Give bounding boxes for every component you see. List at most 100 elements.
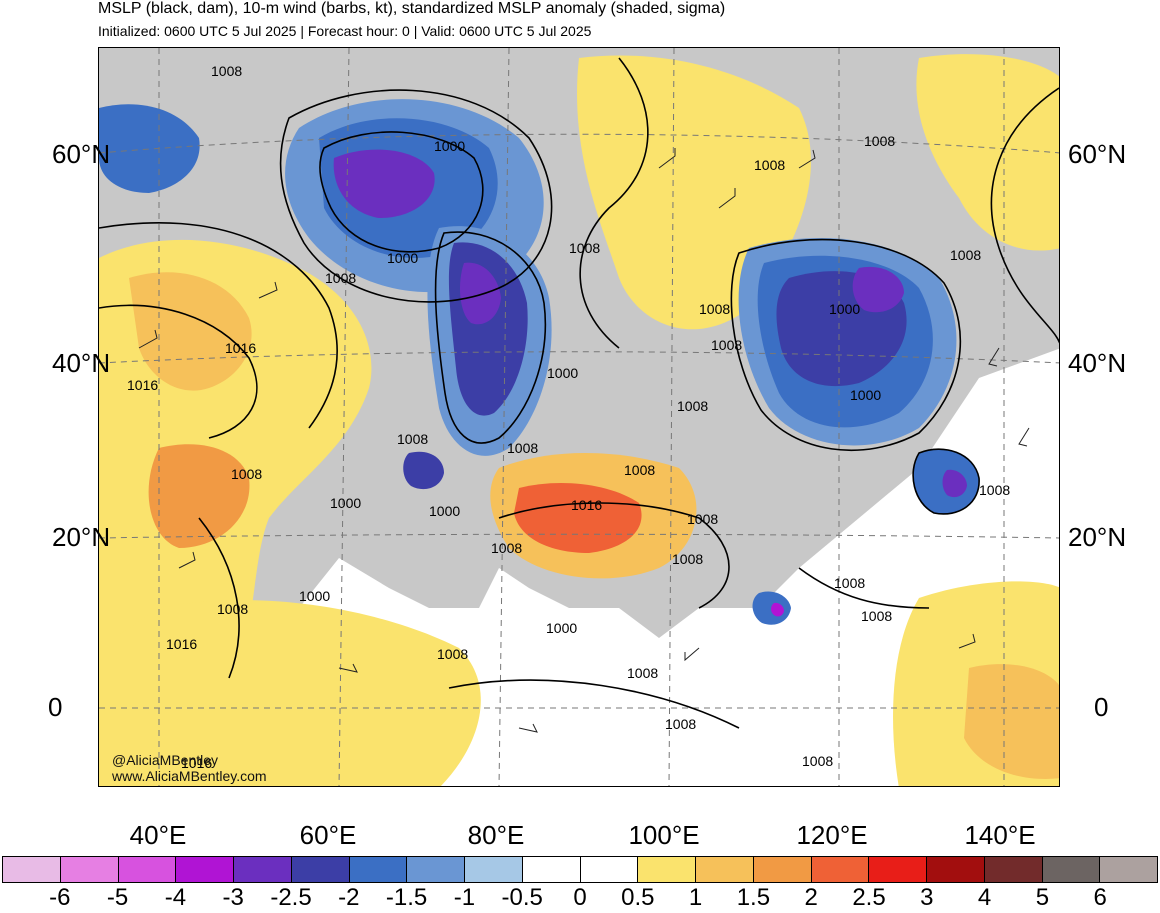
isobar-label: 1000	[546, 620, 577, 636]
isobar-label: 1008	[627, 665, 658, 681]
anomaly-high-tibet-core	[514, 483, 642, 553]
anomaly-low-scandinavia	[99, 104, 200, 193]
lat-label-right: 60°N	[1068, 139, 1127, 169]
colorbar	[2, 856, 1158, 883]
lat-label-right: 40°N	[1068, 348, 1127, 378]
graticule	[99, 48, 1059, 786]
anomaly-low-central-asia-core	[459, 262, 501, 325]
colorbar-cell	[638, 857, 696, 882]
isobar-label: 1016	[181, 755, 212, 771]
isobar-label: 1008	[507, 440, 538, 456]
colorbar-tick-label: 1.5	[736, 884, 771, 911]
colorbar-cell	[984, 857, 1043, 882]
lon-label: 60°E	[299, 820, 357, 850]
isobar-label: 1000	[299, 588, 330, 604]
isobar-label: 1008	[672, 551, 703, 567]
anomaly-high-northeast	[916, 54, 1059, 251]
isobar-label: 1008	[397, 431, 428, 447]
isobar-label: 1008	[864, 133, 895, 149]
anomaly-low-japan-core	[942, 469, 967, 498]
colorbar-cell	[753, 857, 812, 882]
isobar-label: 1016	[571, 497, 602, 513]
lat-label-right: 0	[1094, 692, 1109, 722]
anomaly-high-pacific-south-core	[964, 664, 1059, 779]
colorbar-cell	[291, 857, 350, 882]
colorbar-tick-label: -5	[106, 884, 129, 911]
lon-label: 40°E	[129, 820, 187, 850]
colorbar-cell	[349, 857, 408, 882]
wind-barbs	[138, 148, 1030, 733]
anomaly-high-arabia	[148, 444, 250, 548]
isobar-label: 1008	[711, 337, 742, 353]
lat-label-left: 60°N	[52, 139, 111, 169]
colorbar-tick-label: -1	[453, 884, 476, 911]
isobar-label: 1008	[699, 301, 730, 317]
credit-handle: @AliciaMBentley	[112, 752, 219, 768]
anomaly-high-europe-core	[129, 272, 252, 391]
lon-label: 140°E	[964, 820, 1036, 850]
anomaly-low-west-siberia-core	[333, 149, 435, 218]
colorbar-tick-label: -3	[222, 884, 244, 911]
anomaly-low-east-asia-center	[852, 266, 904, 313]
isobar-label: 1008	[979, 482, 1010, 498]
credit-url: www.AliciaMBentley.com	[112, 768, 267, 784]
colorbar-cell	[3, 857, 61, 882]
isobar-label: 1000	[547, 365, 578, 381]
colorbar-tick-label: -4	[164, 884, 187, 911]
isobar-label: 1008	[861, 608, 892, 624]
colorbar-tick-label: 2.5	[852, 884, 886, 911]
lat-label-left: 20°N	[52, 522, 111, 552]
colorbar-cell	[407, 857, 465, 882]
isobar-label: 1008	[231, 466, 262, 482]
anomaly-high-indian-ocean	[99, 600, 481, 786]
lon-label: 120°E	[796, 820, 868, 850]
colorbar-tick-label: 5	[1035, 884, 1050, 911]
isobar-label: 1008	[325, 270, 356, 286]
anomaly-low-pakistan	[403, 451, 444, 490]
colorbar-cell	[696, 857, 754, 882]
isobar-label-group: 1008 1000 1008 1008 1008 1008 1000 1008 …	[127, 63, 1010, 771]
colorbar-tick-label: 0.5	[621, 884, 655, 911]
colorbar-cell	[811, 857, 870, 882]
isobar-label: 1008	[211, 63, 242, 79]
map-panel: 1008 1000 1008 1008 1008 1008 1000 1008 …	[98, 47, 1060, 787]
isobar-label: 1008	[217, 601, 248, 617]
colorbar-tick-label: 3	[920, 884, 934, 911]
colorbar-cell	[234, 857, 292, 882]
isobar-label: 1008	[491, 540, 522, 556]
colorbar-tick-label: 4	[977, 884, 992, 911]
isobar-label: 1000	[829, 301, 860, 317]
colorbar-cell	[522, 857, 581, 882]
map-canvas: 1008 1000 1008 1008 1008 1008 1000 1008 …	[99, 48, 1059, 786]
isobar-label: 1000	[434, 138, 465, 154]
map-subtitle: Initialized: 0600 UTC 5 Jul 2025 | Forec…	[98, 23, 592, 39]
colorbar-tick-label: -6	[49, 884, 71, 911]
colorbar-tick-label: 1	[688, 884, 703, 911]
isobar-label: 1008	[687, 511, 718, 527]
isobar-label: 1016	[166, 636, 197, 652]
isobar-label: 1016	[225, 340, 256, 356]
colorbar-cell	[1042, 857, 1101, 882]
colorbar-tick-label: -2.5	[270, 884, 312, 911]
isobar-label: 1000	[330, 495, 361, 511]
colorbar-tick-label: 2	[804, 884, 818, 911]
isobar-label: 1008	[624, 462, 655, 478]
isobar-label: 1008	[754, 157, 785, 173]
isobar-label: 1008	[569, 240, 600, 256]
colorbar-cell	[580, 857, 639, 882]
colorbar-cell	[60, 857, 119, 882]
colorbar-tick-label: -1.5	[385, 884, 428, 911]
lon-label: 100°E	[628, 820, 700, 850]
colorbar-cell	[927, 857, 985, 882]
isobar-label: 1008	[437, 646, 468, 662]
lon-label: 80°E	[467, 820, 525, 850]
colorbar-cell	[869, 857, 927, 882]
isobar-label: 1000	[850, 387, 881, 403]
isobar-label: 1008	[950, 247, 981, 263]
anomaly-low-south-china-sea-core	[771, 602, 784, 617]
lat-label-left: 40°N	[52, 348, 111, 378]
colorbar-tick-label: -0.5	[501, 884, 543, 911]
colorbar-cell	[118, 857, 177, 882]
isobar-label: 1008	[802, 753, 833, 769]
colorbar-cell	[176, 857, 234, 882]
